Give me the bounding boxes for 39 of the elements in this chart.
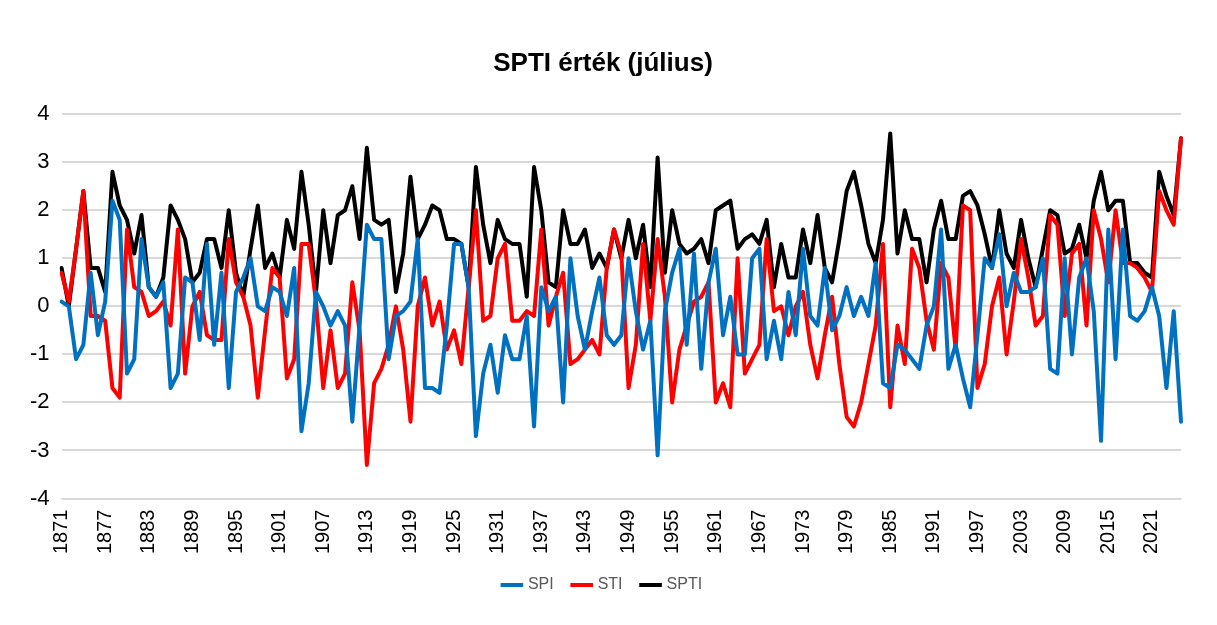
y-tick-label: 4 (37, 100, 50, 126)
chart-title: SPTI érték (július) (493, 46, 713, 77)
x-tick-label: 1871 (49, 509, 72, 555)
legend-label: STI (597, 575, 623, 593)
x-tick-label: 1979 (834, 509, 857, 555)
x-tick-label: 1955 (659, 509, 682, 555)
x-tick-label: 1991 (921, 509, 944, 555)
x-tick-label: 1925 (441, 509, 464, 555)
x-tick-label: 1889 (179, 509, 202, 555)
y-tick-label: 3 (37, 148, 50, 174)
x-tick-label: 2015 (1095, 509, 1118, 555)
legend-label: SPTI (666, 575, 703, 593)
y-tick-label: -2 (30, 388, 50, 414)
x-tick-label: 1877 (92, 509, 115, 555)
y-tick-label: 2 (37, 196, 50, 222)
x-tick-label: 1919 (397, 509, 420, 555)
x-tick-label: 1949 (616, 509, 639, 555)
x-tick-label: 1931 (485, 509, 508, 555)
x-tick-label: 1973 (790, 509, 813, 555)
x-tick-label: 1883 (136, 509, 159, 555)
y-tick-label: -1 (30, 340, 50, 366)
y-tick-label: -4 (30, 484, 50, 510)
x-tick-label: 1967 (746, 509, 769, 555)
x-tick-label: 1895 (223, 509, 246, 555)
y-tick-label: 0 (37, 292, 50, 318)
x-tick-label: 2003 (1008, 509, 1031, 555)
x-tick-label: 1985 (877, 509, 900, 555)
x-tick-label: 1901 (267, 509, 290, 555)
legend-label: SPI (527, 575, 554, 593)
y-tick-label: 1 (37, 244, 50, 270)
y-tick-label: -3 (30, 436, 50, 462)
x-tick-label: 1913 (354, 509, 377, 555)
x-tick-label: 1937 (528, 509, 551, 555)
x-tick-label: 1961 (703, 509, 726, 555)
x-tick-label: 1943 (572, 509, 595, 555)
x-tick-label: 2009 (1052, 509, 1075, 555)
x-tick-label: 1907 (310, 509, 333, 555)
x-tick-label: 1997 (964, 509, 987, 555)
x-tick-label: 2021 (1139, 509, 1162, 555)
